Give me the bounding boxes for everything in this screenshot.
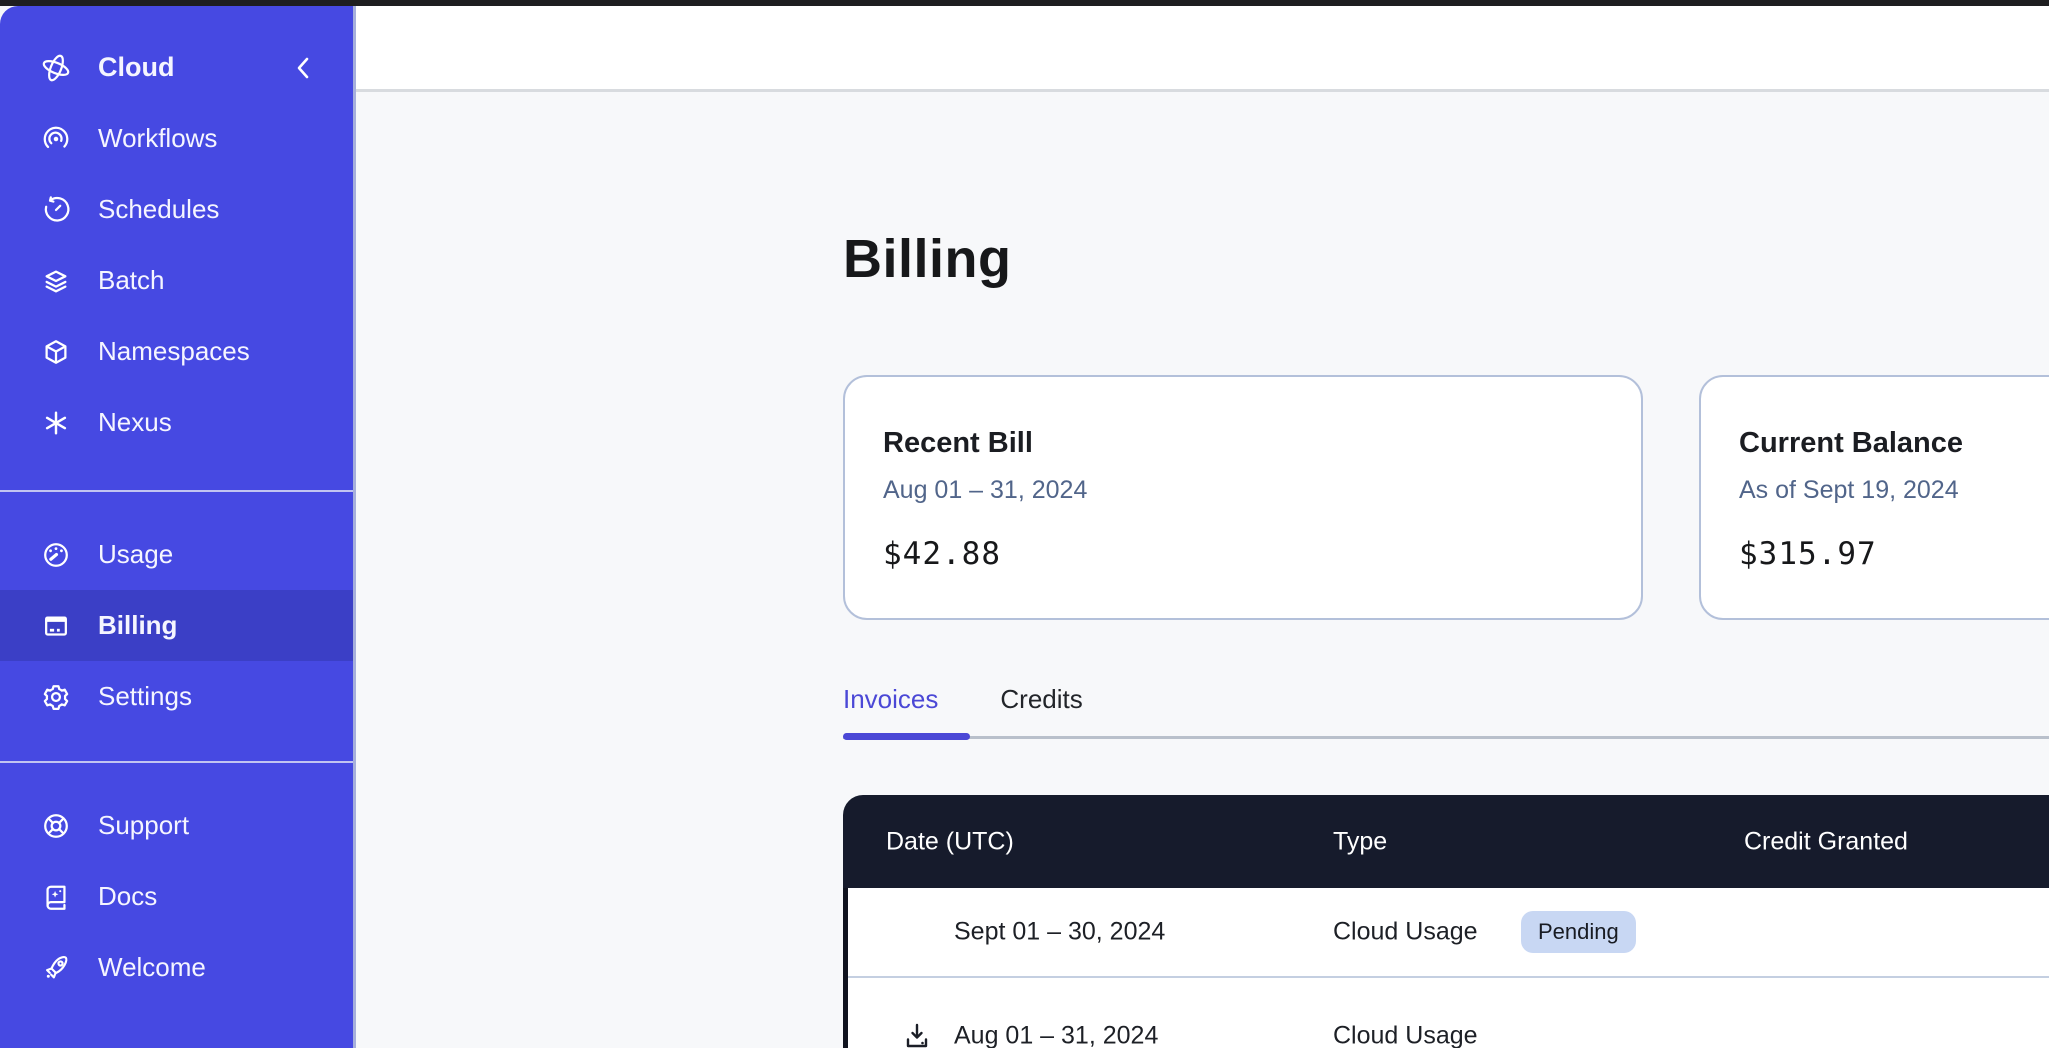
spiral-icon (40, 123, 72, 155)
sidebar-item-label: Schedules (98, 194, 220, 224)
sidebar-item-billing[interactable]: Billing (0, 590, 353, 661)
sidebar-divider (0, 490, 353, 492)
page-title: Billing (843, 229, 1012, 289)
current-balance-card: Current Balance As of Sept 19, 2024 $315… (1699, 375, 2049, 620)
column-header-date: Date (UTC) (886, 827, 1014, 855)
card-period: As of Sept 19, 2024 (1739, 476, 1959, 504)
sidebar-item-label: Billing (98, 610, 178, 640)
sidebar-item-label: Batch (98, 265, 165, 295)
sidebar-item-nexus[interactable]: Nexus (0, 387, 353, 458)
book-icon (40, 881, 72, 913)
invoice-type: Cloud Usage (1333, 1021, 1478, 1048)
sidebar-item-label: Welcome (98, 952, 206, 982)
sidebar-collapse-button[interactable] (289, 53, 319, 83)
sidebar-item-label: Support (98, 810, 190, 840)
table-row[interactable]: Aug 01 – 31, 2024 Cloud Usage (848, 978, 2049, 1048)
top-navigation-bar (356, 6, 2049, 92)
timer-icon (40, 194, 72, 226)
active-tab-indicator (843, 733, 970, 740)
recent-bill-card: Recent Bill Aug 01 – 31, 2024 $42.88 (843, 375, 1643, 620)
sidebar-divider (0, 761, 353, 763)
billing-tabs: Invoices Credits (843, 684, 1083, 727)
sidebar: Cloud Workflows (0, 6, 356, 1048)
sidebar-item-label: Usage (98, 539, 174, 569)
sidebar-item-usage[interactable]: Usage (0, 519, 353, 590)
download-invoice-button[interactable] (899, 1018, 935, 1048)
gear-icon (40, 681, 72, 713)
sidebar-item-label: Nexus (98, 407, 172, 437)
status-badge: Pending (1521, 911, 1636, 953)
sidebar-item-label: Settings (98, 681, 192, 711)
download-icon (906, 1023, 928, 1047)
layers-icon (40, 265, 72, 297)
life-ring-icon (40, 810, 72, 842)
tabs-rule (843, 736, 2049, 739)
card-amount: $315.97 (1739, 536, 1877, 572)
sidebar-item-support[interactable]: Support (0, 790, 353, 861)
sidebar-item-docs[interactable]: Docs (0, 861, 353, 932)
sidebar-brand-cloud[interactable]: Cloud (0, 32, 353, 103)
tab-credits[interactable]: Credits (1000, 684, 1083, 714)
card-amount: $42.88 (883, 536, 1001, 572)
invoice-date: Aug 01 – 31, 2024 (954, 1021, 1159, 1048)
tab-invoices[interactable]: Invoices (843, 684, 939, 714)
invoices-table: Date (UTC) Type Credit Granted Sept 01 –… (843, 795, 2049, 1048)
sidebar-item-label: Namespaces (98, 336, 250, 366)
table-header: Date (UTC) Type Credit Granted (843, 795, 2049, 888)
card-period: Aug 01 – 31, 2024 (883, 476, 1088, 504)
billing-card-icon (40, 610, 72, 642)
sidebar-item-label: Docs (98, 881, 158, 911)
sidebar-item-namespaces[interactable]: Namespaces (0, 316, 353, 387)
cube-icon (40, 336, 72, 368)
column-header-type: Type (1333, 827, 1388, 855)
gauge-icon (40, 539, 72, 571)
temporal-logo-icon (40, 52, 72, 84)
invoice-date: Sept 01 – 30, 2024 (954, 917, 1166, 946)
column-header-credit-granted: Credit Granted (1744, 827, 1908, 855)
invoice-type: Cloud Usage (1333, 917, 1478, 946)
card-title: Current Balance (1739, 427, 1964, 459)
table-row[interactable]: Sept 01 – 30, 2024 Cloud Usage Pending (848, 888, 2049, 978)
sidebar-brand-label: Cloud (98, 52, 175, 82)
sidebar-item-welcome[interactable]: Welcome (0, 932, 353, 1003)
asterisk-icon (40, 407, 72, 439)
card-title: Recent Bill (883, 427, 1033, 459)
sidebar-item-batch[interactable]: Batch (0, 245, 353, 316)
sidebar-item-settings[interactable]: Settings (0, 661, 353, 732)
sidebar-item-workflows[interactable]: Workflows (0, 103, 353, 174)
sidebar-item-label: Workflows (98, 123, 218, 153)
chevron-left-icon (297, 57, 309, 78)
sidebar-item-schedules[interactable]: Schedules (0, 174, 353, 245)
rocket-icon (40, 952, 72, 984)
